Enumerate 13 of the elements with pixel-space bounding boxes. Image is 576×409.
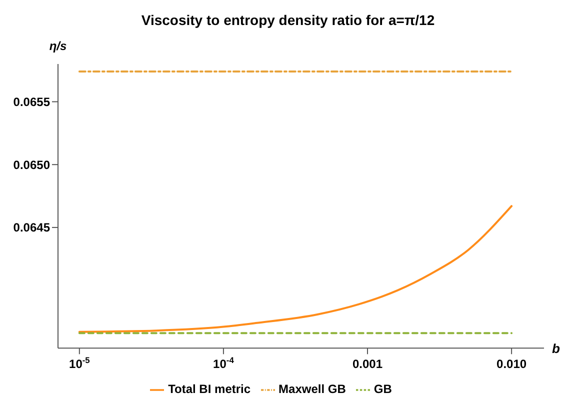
x-tick-label: 10$^{-5}$ [69, 355, 90, 372]
chart-title: Viscosity to entropy density ratio for a=π/12 [140, 12, 436, 28]
x-tick-label: 0.010 [496, 357, 527, 372]
y-tick-label: 0.0645 [13, 220, 50, 235]
y-tick-label: 0.0655 [13, 94, 50, 109]
x-tick-label: 10$^{-4}$ [213, 355, 234, 372]
legend-label: Total BI metric [168, 382, 251, 396]
y-tick-label: 0.0650 [13, 158, 50, 172]
x-tick-label: 0.001 [352, 357, 383, 372]
legend-label: Maxwell GB [278, 382, 346, 396]
y-axis-title: η/s [49, 39, 67, 53]
legend-label: GB [374, 382, 392, 396]
x-axis-title: b [552, 341, 560, 356]
